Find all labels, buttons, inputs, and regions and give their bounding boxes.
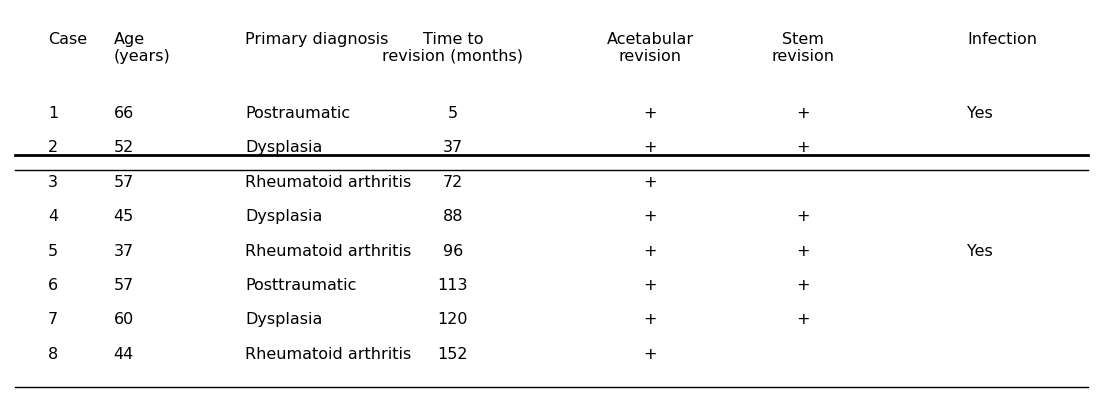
Text: +: +: [643, 243, 656, 259]
Text: 37: 37: [443, 140, 463, 156]
Text: 3: 3: [47, 175, 58, 190]
Text: Rheumatoid arthritis: Rheumatoid arthritis: [245, 347, 411, 362]
Text: 2: 2: [47, 140, 58, 156]
Text: +: +: [643, 209, 656, 224]
Text: Posttraumatic: Posttraumatic: [245, 278, 356, 293]
Text: Infection: Infection: [967, 32, 1038, 47]
Text: 7: 7: [47, 312, 58, 327]
Text: 113: 113: [438, 278, 469, 293]
Text: +: +: [643, 278, 656, 293]
Text: 45: 45: [114, 209, 133, 224]
Text: 5: 5: [47, 243, 58, 259]
Text: 120: 120: [438, 312, 469, 327]
Text: 5: 5: [448, 106, 458, 121]
Text: Postraumatic: Postraumatic: [245, 106, 350, 121]
Text: 66: 66: [114, 106, 133, 121]
Text: Time to
revision (months): Time to revision (months): [383, 32, 524, 64]
Text: 44: 44: [114, 347, 133, 362]
Text: 1: 1: [47, 106, 58, 121]
Text: 57: 57: [114, 175, 133, 190]
Text: Case: Case: [47, 32, 87, 47]
Text: Dysplasia: Dysplasia: [245, 140, 322, 156]
Text: 57: 57: [114, 278, 133, 293]
Text: 37: 37: [114, 243, 133, 259]
Text: Yes: Yes: [967, 243, 993, 259]
Text: +: +: [796, 140, 810, 156]
Text: 8: 8: [47, 347, 58, 362]
Text: Primary diagnosis: Primary diagnosis: [245, 32, 388, 47]
Text: 60: 60: [114, 312, 133, 327]
Text: Rheumatoid arthritis: Rheumatoid arthritis: [245, 175, 411, 190]
Text: 6: 6: [47, 278, 58, 293]
Text: +: +: [643, 312, 656, 327]
Text: +: +: [643, 140, 656, 156]
Text: +: +: [796, 209, 810, 224]
Text: +: +: [643, 175, 656, 190]
Text: +: +: [643, 106, 656, 121]
Text: +: +: [796, 106, 810, 121]
Text: 52: 52: [114, 140, 133, 156]
Text: 96: 96: [443, 243, 463, 259]
Text: Rheumatoid arthritis: Rheumatoid arthritis: [245, 243, 411, 259]
Text: Acetabular
revision: Acetabular revision: [607, 32, 694, 64]
Text: +: +: [796, 278, 810, 293]
Text: +: +: [643, 347, 656, 362]
Text: Dysplasia: Dysplasia: [245, 312, 322, 327]
Text: +: +: [796, 243, 810, 259]
Text: Yes: Yes: [967, 106, 993, 121]
Text: Dysplasia: Dysplasia: [245, 209, 322, 224]
Text: 88: 88: [442, 209, 463, 224]
Text: +: +: [796, 312, 810, 327]
Text: 72: 72: [443, 175, 463, 190]
Text: 4: 4: [47, 209, 58, 224]
Text: Stem
revision: Stem revision: [772, 32, 835, 64]
Text: Age
(years): Age (years): [114, 32, 170, 64]
Text: 152: 152: [438, 347, 469, 362]
